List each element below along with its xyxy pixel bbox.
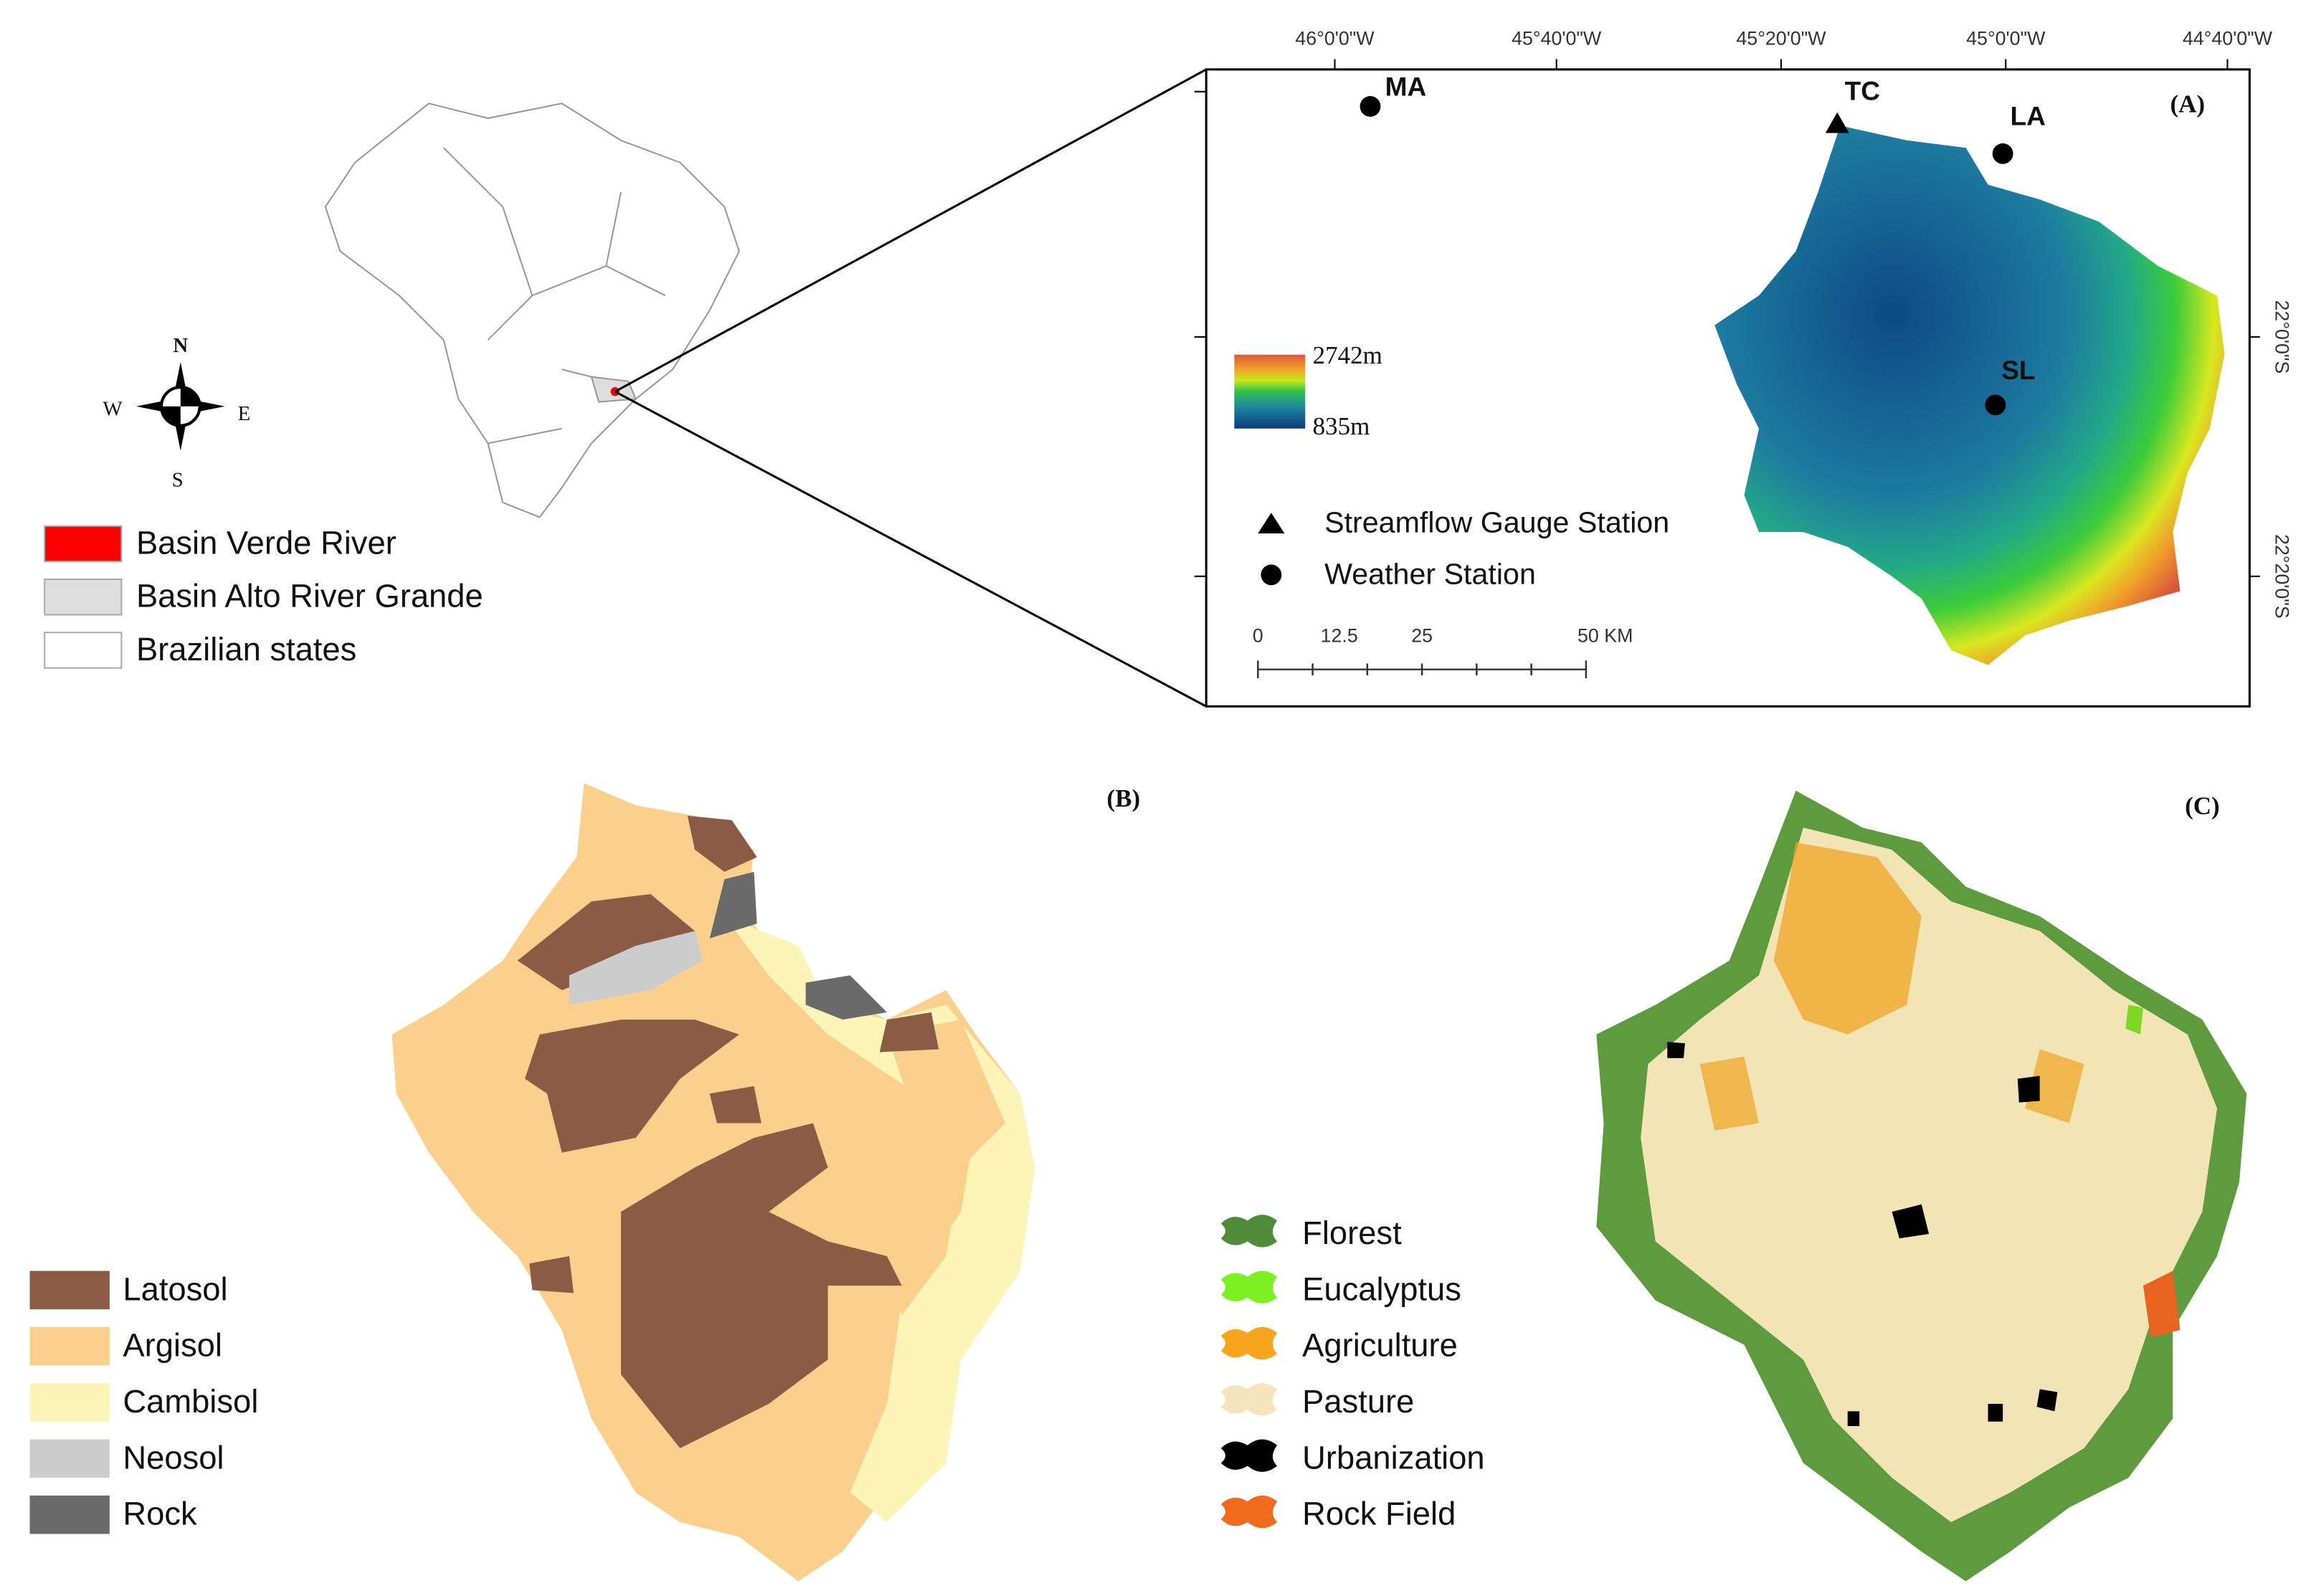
lat-tick-label: 22°20'0"S — [2272, 534, 2293, 619]
elevation-max: 2742m — [1313, 341, 1382, 369]
legend-label: Rock — [123, 1496, 197, 1532]
legend-label: Neosol — [123, 1439, 224, 1476]
soil-legend: Latosol Argisol Cambisol Neosol Rock — [29, 1270, 258, 1534]
legend-symbol — [1258, 513, 1285, 534]
weather-station — [1360, 95, 1381, 117]
panel-c: (C) — [1596, 790, 2247, 1582]
station-label: SL — [2001, 355, 2035, 385]
lon-tick-label: 44°40'0"W — [2183, 28, 2273, 49]
compass-label: W — [103, 398, 123, 421]
scale-label: 0 — [1253, 624, 1263, 646]
panel-label: (C) — [2185, 792, 2220, 820]
lat-tick-label: 22°0'0"S — [2272, 300, 2293, 374]
zoom-line — [615, 68, 1207, 393]
legend-label: Rock Field — [1302, 1496, 1456, 1532]
brazil-map — [324, 103, 741, 518]
legend-label: Basin Verde River — [136, 525, 397, 561]
compass-label: E — [238, 402, 251, 425]
legend-symbol — [1261, 564, 1282, 586]
zoom-line — [615, 390, 1207, 708]
legend-label: Urbanization — [1302, 1439, 1484, 1476]
lon-tick-label: 45°40'0"W — [1512, 28, 1602, 49]
weather-station — [1992, 143, 2013, 164]
legend-label: Eucalyptus — [1302, 1270, 1461, 1307]
panel-label: (A) — [2170, 90, 2205, 118]
legend-label: Argisol — [123, 1327, 222, 1364]
scale-label: 12.5 — [1321, 624, 1358, 646]
legend-label: Latosol — [123, 1270, 227, 1307]
station-label: LA — [2010, 101, 2045, 131]
legend-label: Cambisol — [123, 1383, 258, 1420]
compass-label: S — [172, 469, 184, 492]
basin-dem — [1714, 125, 2225, 665]
elevation-min: 835m — [1313, 412, 1370, 440]
scale-label: 25 — [1411, 624, 1433, 646]
weather-station — [1985, 394, 2006, 416]
legend-label: Brazilian states — [136, 631, 356, 668]
compass-label: N — [173, 334, 188, 357]
legend-label: Streamflow Gauge Station — [1324, 506, 1669, 539]
panel-a: 46°0'0"W 45°40'0"W 45°20'0"W 45°0'0"W 44… — [1194, 28, 2293, 708]
station-label: TC — [1845, 76, 1880, 106]
elevation-ramp — [1234, 354, 1306, 429]
legend-label: Weather Station — [1324, 558, 1536, 591]
station-label: MA — [1385, 71, 1427, 101]
compass: N W E S — [103, 334, 250, 492]
lon-tick-label: 46°0'0"W — [1295, 28, 1375, 49]
legend-label: Pasture — [1302, 1383, 1414, 1420]
scale-bar — [1257, 660, 1588, 679]
lon-tick-label: 45°0'0"W — [1966, 28, 2046, 49]
gauge-station — [1825, 112, 1849, 133]
legend-label: Basin Alto River Grande — [136, 578, 483, 614]
landuse-legend: Florest Eucalyptus Agriculture Pasture U… — [1220, 1215, 1485, 1532]
panel-label: (B) — [1106, 784, 1140, 812]
legend-label: Florest — [1302, 1215, 1402, 1251]
legend-label: Agriculture — [1302, 1327, 1458, 1364]
brazil-legend: Basin Verde River Basin Alto River Grand… — [44, 525, 483, 669]
lon-tick-label: 45°20'0"W — [1736, 28, 1826, 49]
scale-label: 50 KM — [1577, 624, 1633, 646]
panel-b: (B) — [392, 783, 1140, 1582]
